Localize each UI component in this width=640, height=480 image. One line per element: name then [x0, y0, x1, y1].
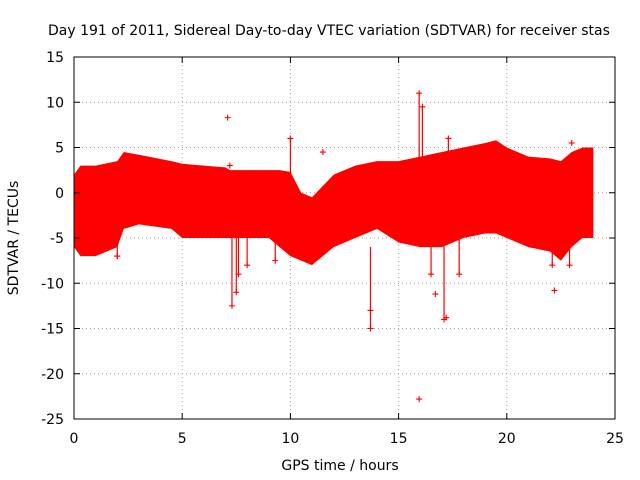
spike-end-marker — [287, 135, 294, 142]
y-tick-label: -20 — [41, 367, 64, 383]
data-point — [319, 149, 326, 156]
x-tick-label: 20 — [498, 431, 516, 447]
spike-end-marker — [445, 135, 452, 142]
spike-end-marker — [419, 103, 426, 110]
x-tick-label: 5 — [178, 431, 187, 447]
data-point — [416, 396, 423, 403]
spike-end-marker — [456, 271, 463, 278]
spike-end-marker — [235, 271, 242, 278]
y-tick-label: 15 — [46, 50, 64, 66]
y-tick-label: 5 — [55, 141, 64, 157]
spike-end-marker — [566, 262, 573, 269]
y-tick-label: 0 — [55, 186, 64, 202]
spike-end-marker — [416, 90, 423, 97]
y-tick-label: 10 — [46, 95, 64, 111]
spike-end-marker — [228, 302, 235, 309]
y-axis-label: SDTVAR / TECUs — [6, 181, 22, 296]
data-point — [568, 139, 575, 146]
x-tick-label: 15 — [390, 431, 408, 447]
spike-end-marker — [272, 257, 279, 264]
data-point — [114, 253, 121, 260]
spike-end-marker — [428, 271, 435, 278]
x-tick-label: 25 — [606, 431, 624, 447]
chart-title: Day 191 of 2011, Sidereal Day-to-day VTE… — [48, 23, 610, 39]
tick-labels: 0 5 10 15 20 25 -25 -20 -15 -10 -5 0 5 10 15 — [41, 50, 624, 447]
y-tick-label: -5 — [50, 231, 64, 247]
x-axis-label: GPS time / hours — [281, 458, 398, 474]
y-tick-label: -15 — [41, 322, 64, 338]
spike-end-marker — [367, 325, 374, 332]
data-point — [367, 307, 374, 314]
data-point — [224, 114, 231, 121]
x-tick-label: 0 — [70, 431, 79, 447]
data-point — [443, 314, 450, 321]
axis-ticks — [73, 56, 616, 420]
data-point — [551, 287, 558, 294]
spike-end-marker — [244, 262, 251, 269]
data-point — [432, 291, 439, 298]
spike-end-marker — [233, 289, 240, 296]
y-tick-label: -25 — [41, 412, 64, 428]
spike-end-marker — [549, 262, 556, 269]
data-layer — [74, 90, 594, 403]
data-point — [226, 162, 233, 169]
data-band — [74, 140, 594, 266]
x-tick-label: 10 — [281, 431, 299, 447]
y-tick-label: -10 — [41, 276, 64, 292]
